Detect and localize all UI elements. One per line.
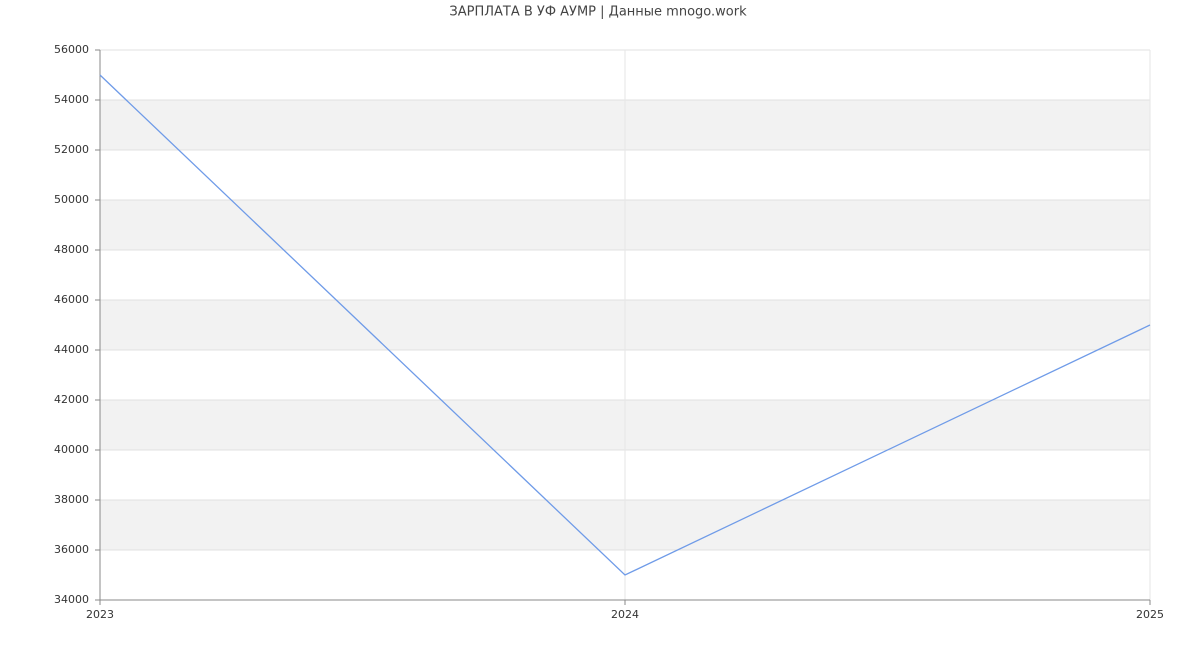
y-tick-label: 40000: [54, 443, 89, 456]
y-tick-label: 34000: [54, 593, 89, 606]
line: [99, 74, 1151, 576]
chart-title: ЗАРПЛАТА В УФ АУМР | Данные mnogo.work: [449, 5, 747, 20]
y-tick-label: 44000: [54, 343, 89, 356]
y-tick-label: 48000: [54, 243, 89, 256]
y-tick-label: 54000: [54, 93, 89, 106]
y-tick-label: 36000: [54, 543, 89, 556]
x-tick-label: 2025: [1136, 608, 1164, 621]
y-tick-label: 56000: [54, 43, 89, 56]
x-tick-label: 2024: [611, 608, 639, 621]
y-tick-label: 50000: [54, 193, 89, 206]
x-tick-label: 2023: [86, 608, 114, 621]
y-tick-label: 42000: [54, 393, 89, 406]
y-tick-label: 38000: [54, 493, 89, 506]
y-tick-label: 46000: [54, 293, 89, 306]
y-tick-label: 52000: [54, 143, 89, 156]
